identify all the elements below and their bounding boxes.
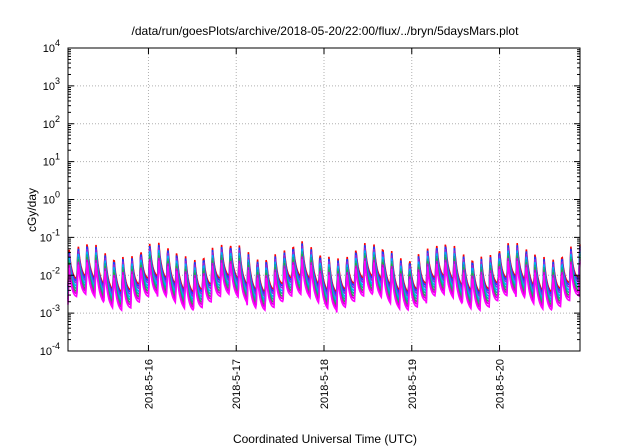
- y-tick-label: 102: [43, 114, 60, 131]
- x-tick-label: 2018-5-18: [319, 359, 331, 409]
- y-tick-label: 104: [43, 38, 60, 55]
- y-tick-label: 10-3: [40, 303, 60, 320]
- x-axis: 2018-5-16 2018-5-17 2018-5-18 2018-5-19 2018…: [143, 48, 507, 409]
- x-tick-label: 2018-5-20: [495, 359, 507, 409]
- chart-title: /data/run/goesPlots/archive/2018-05-20/2…: [132, 24, 520, 38]
- y-tick-label: 100: [43, 190, 60, 207]
- y-axis: 10-4 10-3 10-2 10-1 100 101 102 103 104: [40, 38, 580, 358]
- x-tick-label: 2018-5-16: [143, 359, 155, 409]
- y-tick-label: 10-4: [40, 341, 60, 358]
- grid: [68, 48, 580, 351]
- x-tick-label: 2018-5-17: [231, 359, 243, 409]
- y-tick-label: 10-1: [40, 227, 60, 244]
- y-tick-label: 103: [43, 76, 60, 93]
- y-tick-label: 101: [43, 152, 60, 169]
- y-tick-label: 10-2: [40, 265, 60, 282]
- y-axis-label: cGy/day: [25, 188, 39, 232]
- series-line-8: [67, 259, 581, 313]
- series-group: [67, 241, 581, 313]
- x-axis-label: Coordinated Universal Time (UTC): [233, 432, 417, 446]
- x-tick-label: 2018-5-19: [407, 359, 419, 409]
